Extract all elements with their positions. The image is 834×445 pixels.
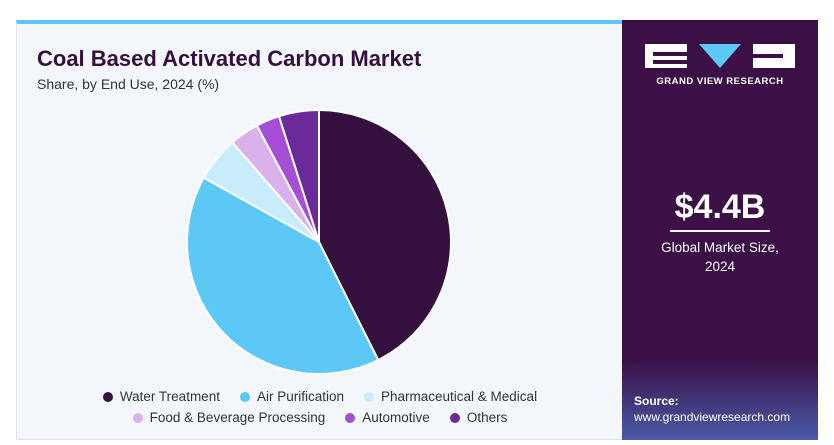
legend-label: Food & Beverage Processing bbox=[149, 410, 326, 425]
legend-row: Water Treatment Air Purification Pharmaceu… bbox=[17, 386, 623, 407]
pie-slice bbox=[318, 108, 452, 362]
pie-slice bbox=[186, 176, 380, 375]
legend-swatch bbox=[449, 412, 460, 423]
source-box: Source: www.grandviewresearch.com bbox=[622, 360, 818, 440]
legend: Water Treatment Air Purification Pharmaceu… bbox=[17, 386, 623, 428]
source-label: Source: bbox=[634, 394, 679, 408]
legend-item: Air Purification bbox=[239, 389, 344, 404]
legend-label: Water Treatment bbox=[119, 389, 220, 404]
legend-swatch bbox=[132, 412, 143, 423]
legend-label: Others bbox=[466, 410, 508, 425]
brand: GRAND VIEW RESEARCH bbox=[656, 76, 784, 87]
logo bbox=[645, 44, 795, 68]
market-size: $4.4B bbox=[674, 188, 766, 226]
legend-item: Pharmaceutical & Medical bbox=[364, 389, 537, 404]
legend-item: Others bbox=[449, 410, 508, 425]
legend-label: Automotive bbox=[362, 410, 430, 425]
chart-card: Coal Based Activated Carbon Market Share… bbox=[16, 20, 622, 440]
pie-slice bbox=[277, 108, 320, 243]
sidebar: GRAND VIEW RESEARCH $4.4B Global Market … bbox=[622, 20, 818, 440]
legend-label: Air Purification bbox=[256, 389, 344, 404]
legend-swatch bbox=[364, 391, 374, 402]
source-url: www.grandviewresearch.com bbox=[634, 410, 791, 424]
legend-row: Food & Beverage Processing Automotive Othe… bbox=[17, 407, 623, 428]
market-size-label: Global Market Size, 2024 bbox=[661, 240, 779, 274]
chart-title: Coal Based Activated Carbon Market bbox=[37, 46, 422, 71]
chart-subtitle: Share, by End Use, 2024 (%) bbox=[37, 76, 220, 92]
legend-label: Pharmaceutical & Medical bbox=[381, 389, 538, 404]
pie-chart bbox=[186, 108, 452, 375]
legend-item: Food & Beverage Processing bbox=[132, 410, 326, 425]
legend-swatch bbox=[102, 391, 113, 402]
legend-swatch bbox=[239, 391, 250, 402]
legend-item: Water Treatment bbox=[102, 389, 220, 404]
legend-swatch bbox=[345, 412, 356, 423]
divider bbox=[670, 230, 770, 232]
legend-item: Automotive bbox=[345, 410, 430, 425]
